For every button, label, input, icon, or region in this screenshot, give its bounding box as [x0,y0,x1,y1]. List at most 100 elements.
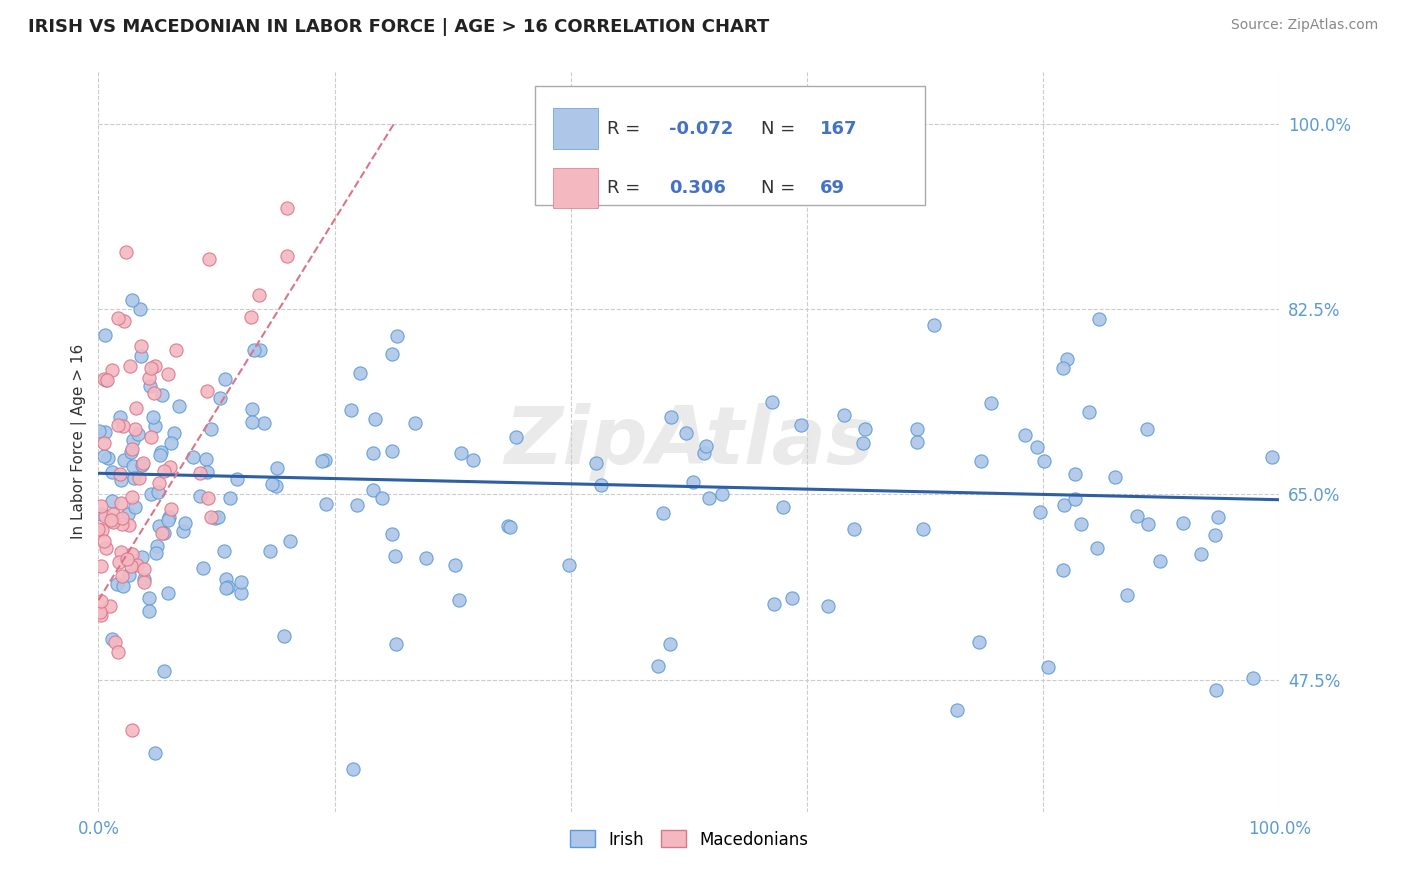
Point [693,446,716,460]
FancyBboxPatch shape [536,87,925,204]
Point [94,328,117,343]
Point [121,490,143,504]
Point [149,449,172,463]
Point [160,436,183,450]
Point [105,577,128,591]
Point [1149,553,1171,567]
Point [200,509,222,524]
Point [172,524,194,538]
Point [240,415,263,429]
Point [138,591,160,605]
Point [194,451,217,466]
Point [215,582,238,596]
Point [122,433,145,447]
Text: N =: N = [761,179,801,197]
Point [266,460,288,475]
Point [240,310,263,324]
Point [1241,671,1264,685]
Point [107,311,129,326]
Point [243,343,266,358]
Point [772,500,794,515]
Point [122,458,145,473]
Point [1025,440,1047,454]
Point [384,549,406,564]
Point [1029,505,1052,519]
Point [1036,660,1059,674]
Point [125,558,148,572]
Point [273,629,295,643]
Point [120,444,142,458]
Point [142,385,165,400]
Point [385,637,408,651]
Point [217,580,239,594]
Point [156,368,179,382]
Point [121,723,143,737]
Point [695,439,717,453]
Point [922,318,945,332]
Point [174,516,197,530]
Point [1171,516,1194,530]
Point [100,363,122,377]
Point [842,522,865,536]
Text: R =: R = [607,179,647,197]
Point [225,472,247,486]
Text: R =: R = [607,120,647,137]
Point [262,476,284,491]
Point [385,328,408,343]
Point [125,401,148,416]
Point [191,561,214,575]
Point [122,471,145,485]
Point [763,597,786,611]
Legend: Irish, Macedonians: Irish, Macedonians [564,823,814,855]
Point [264,479,287,493]
Point [120,558,142,573]
Point [247,288,270,302]
Point [100,632,122,647]
Point [115,244,138,259]
Point [90,558,112,573]
Point [447,592,470,607]
Point [1104,470,1126,484]
Point [111,511,134,525]
Point [112,452,135,467]
Point [110,474,132,488]
Point [132,572,155,586]
Point [121,442,143,456]
Point [1078,404,1101,418]
Point [443,558,465,573]
Point [231,575,253,590]
Point [90,594,112,608]
Point [90,607,112,622]
Point [162,425,184,440]
Text: 0.306: 0.306 [669,179,725,197]
Point [214,372,236,386]
Point [167,399,190,413]
Point [124,500,146,515]
Point [1260,450,1282,465]
Point [153,464,176,478]
Point [93,508,115,523]
Point [139,430,162,444]
Point [314,452,336,467]
Point [90,499,112,513]
Point [94,373,117,387]
Text: N =: N = [761,120,801,137]
Point [93,372,115,386]
Point [1204,527,1226,541]
Point [157,509,180,524]
Point [370,491,392,505]
Point [118,568,141,582]
Point [761,395,783,409]
Point [346,498,368,512]
Point [212,544,235,558]
Point [112,580,135,594]
Point [381,527,404,541]
Point [647,658,669,673]
Point [195,384,218,398]
Point [143,746,166,760]
Point [132,574,155,589]
Point [150,445,173,459]
Point [381,444,404,458]
Point [93,435,115,450]
Point [851,436,873,450]
